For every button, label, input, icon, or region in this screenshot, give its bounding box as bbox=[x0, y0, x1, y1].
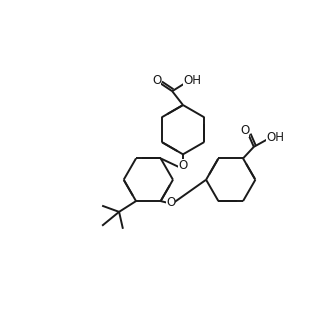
Text: OH: OH bbox=[183, 74, 201, 87]
Text: O: O bbox=[166, 196, 175, 209]
Text: O: O bbox=[178, 159, 188, 172]
Text: O: O bbox=[240, 124, 249, 137]
Text: OH: OH bbox=[266, 131, 284, 144]
Text: O: O bbox=[152, 74, 161, 87]
